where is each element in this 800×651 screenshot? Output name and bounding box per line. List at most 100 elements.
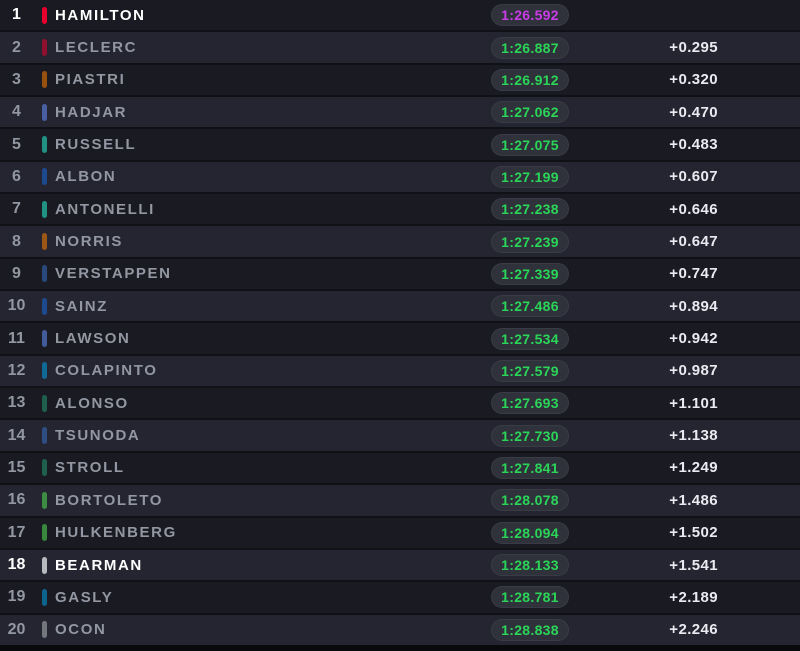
team-color-bar: [41, 588, 47, 606]
timing-row[interactable]: 16 BORTOLETO 1:28.078 +1.486: [0, 485, 800, 518]
lap-time-column: 1:27.579: [491, 359, 569, 382]
position-number: 9: [12, 264, 21, 282]
position-number: 14: [7, 426, 26, 444]
lap-time-badge: 1:27.730: [491, 424, 569, 447]
team-bar-wrap: [33, 556, 55, 574]
lap-time-column: 1:27.062: [491, 101, 569, 124]
gap-to-leader: +0.607: [669, 168, 718, 186]
gap-to-leader: +0.646: [669, 200, 718, 218]
timing-row[interactable]: 17 HULKENBERG 1:28.094 +1.502: [0, 517, 800, 550]
timing-row[interactable]: 14 TSUNODA 1:27.730 +1.138: [0, 420, 800, 453]
timing-row[interactable]: 7 ANTONELLI 1:27.238 +0.646: [0, 194, 800, 227]
timing-row[interactable]: 18 BEARMAN 1:28.133 +1.541: [0, 549, 800, 583]
team-color-bar: [41, 427, 47, 445]
lap-time-column: 1:28.781: [491, 586, 569, 609]
timing-row[interactable]: 11 LAWSON 1:27.534 +0.942: [0, 323, 800, 356]
lap-time-badge: 1:28.838: [491, 618, 569, 641]
driver-name: LECLERC: [55, 39, 138, 57]
team-bar-wrap: [33, 6, 55, 24]
gap-to-leader: +0.647: [669, 233, 718, 251]
team-color-bar: [41, 556, 47, 574]
lap-time-column: 1:27.486: [491, 295, 569, 318]
position-number: 4: [12, 103, 21, 121]
team-color-bar: [41, 524, 47, 542]
team-color-bar: [41, 136, 47, 154]
lap-time-badge: 1:26.912: [491, 68, 569, 91]
driver-name: HAMILTON: [55, 6, 146, 24]
gap-to-leader: +1.541: [669, 556, 718, 574]
team-color-bar: [41, 168, 47, 186]
team-bar-wrap: [33, 200, 55, 218]
timing-row[interactable]: 10 SAINZ 1:27.486 +0.894: [0, 291, 800, 324]
timing-row[interactable]: 3 PIASTRI 1:26.912 +0.320: [0, 64, 800, 98]
lap-time-badge: 1:27.062: [491, 101, 569, 124]
lap-time-badge: 1:27.841: [491, 456, 569, 479]
timing-row[interactable]: 12 COLAPINTO 1:27.579 +0.987: [0, 355, 800, 389]
team-bar-wrap: [33, 71, 55, 89]
timing-row[interactable]: 9 VERSTAPPEN 1:27.339 +0.747: [0, 258, 800, 292]
gap-to-leader: +2.189: [669, 588, 718, 606]
driver-name: OCON: [55, 621, 107, 639]
lap-time-badge: 1:28.781: [491, 586, 569, 609]
gap-to-leader: +1.486: [669, 491, 718, 509]
driver-name: HADJAR: [55, 103, 128, 121]
team-bar-wrap: [33, 621, 55, 639]
lap-time-column: 1:27.841: [491, 456, 569, 479]
lap-time-badge: 1:27.486: [491, 295, 569, 318]
lap-time-column: 1:28.078: [491, 489, 569, 512]
team-color-bar: [41, 71, 47, 89]
position-number: 7: [12, 200, 21, 218]
driver-name: BEARMAN: [55, 556, 143, 574]
driver-name: BORTOLETO: [55, 491, 164, 509]
gap-to-leader: +0.747: [669, 265, 718, 283]
gap-to-leader: +0.987: [669, 362, 718, 380]
lap-time-column: 1:26.592: [491, 4, 569, 27]
timing-row[interactable]: 8 NORRIS 1:27.239 +0.647: [0, 226, 800, 259]
timing-row[interactable]: 6 ALBON 1:27.199 +0.607: [0, 161, 800, 195]
position-number: 20: [7, 620, 26, 638]
position-number: 2: [12, 38, 21, 56]
lap-time-column: 1:27.239: [491, 230, 569, 253]
driver-name: SAINZ: [55, 297, 108, 315]
lap-time-badge: 1:27.693: [491, 392, 569, 415]
lap-time-column: 1:28.094: [491, 521, 569, 544]
gap-to-leader: +0.942: [669, 330, 718, 348]
position-number: 5: [12, 135, 21, 153]
timing-row[interactable]: 15 STROLL 1:27.841 +1.249: [0, 452, 800, 486]
gap-to-leader: +0.470: [669, 103, 718, 121]
timing-row[interactable]: 19 GASLY 1:28.781 +2.189: [0, 582, 800, 615]
team-color-bar: [41, 362, 47, 380]
driver-name: ANTONELLI: [55, 200, 155, 218]
timing-row[interactable]: 5 RUSSELL 1:27.075 +0.483: [0, 129, 800, 162]
timing-row[interactable]: 2 LECLERC 1:26.887 +0.295: [0, 32, 800, 65]
position-number: 18: [7, 556, 26, 574]
timing-row[interactable]: 13 ALONSO 1:27.693 +1.101: [0, 388, 800, 421]
team-bar-wrap: [33, 103, 55, 121]
lap-time-column: 1:28.838: [491, 618, 569, 641]
team-color-bar: [41, 459, 47, 477]
lap-time-column: 1:28.133: [491, 554, 569, 577]
team-bar-wrap: [33, 330, 55, 348]
gap-to-leader: +1.502: [669, 524, 718, 542]
lap-time-column: 1:27.238: [491, 198, 569, 221]
lap-time-column: 1:27.075: [491, 133, 569, 156]
timing-row[interactable]: 4 HADJAR 1:27.062 +0.470: [0, 97, 800, 130]
driver-name: VERSTAPPEN: [55, 265, 172, 283]
gap-to-leader: +0.483: [669, 136, 718, 154]
position-number: 13: [7, 394, 26, 412]
timing-row[interactable]: 1 HAMILTON 1:26.592: [0, 0, 800, 33]
team-color-bar: [41, 200, 47, 218]
driver-name: HULKENBERG: [55, 524, 177, 542]
position-number: 15: [7, 458, 26, 476]
gap-to-leader: +2.246: [669, 621, 718, 639]
position-number: 12: [7, 361, 26, 379]
lap-time-badge: 1:26.887: [491, 36, 569, 59]
position-number: 17: [7, 523, 26, 541]
team-bar-wrap: [33, 427, 55, 445]
driver-name: ALBON: [55, 168, 117, 186]
lap-time-column: 1:27.730: [491, 424, 569, 447]
gap-to-leader: +0.894: [669, 297, 718, 315]
lap-time-badge: 1:28.078: [491, 489, 569, 512]
timing-row[interactable]: 20 OCON 1:28.838 +2.246: [0, 614, 800, 645]
